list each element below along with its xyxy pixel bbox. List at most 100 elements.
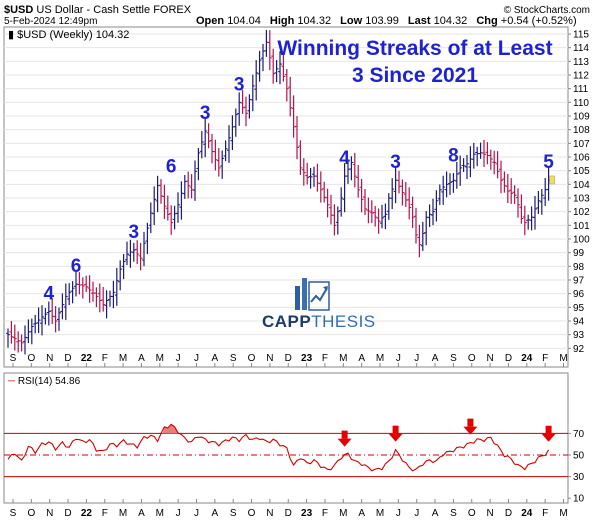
down-arrow-icon	[541, 425, 556, 442]
rsi-x-tick-label: N	[486, 508, 493, 519]
price-bar	[414, 207, 418, 244]
rsi-x-tick-label: N	[266, 508, 273, 519]
price-x-tick-label: F	[542, 353, 548, 364]
price-y-axis: 92 93 94 95 96 97 98 99 100 101 102 103 104 105 106 107…	[568, 30, 590, 355]
price-y-tick-label: 108	[573, 125, 590, 136]
rsi-x-tick-label: F	[322, 508, 328, 519]
rsi-x-tick-label: M	[339, 508, 347, 519]
down-arrow-icon	[388, 425, 403, 442]
price-bar	[315, 163, 320, 192]
price-x-tick-label: N	[266, 353, 273, 364]
price-y-tick-label: 99	[573, 248, 585, 259]
price-bar	[63, 283, 68, 320]
rsi-grid	[4, 432, 568, 478]
date-label: 5-Feb-2024 12:49pm	[4, 16, 97, 27]
rsi-x-tick-label: A	[432, 508, 439, 519]
price-bar	[451, 173, 456, 193]
price-bar	[407, 187, 412, 220]
arrow-shaft	[545, 425, 552, 434]
price-bar	[29, 318, 34, 345]
price-bar	[206, 123, 211, 149]
price-bar	[142, 231, 146, 267]
price-bar	[36, 307, 41, 333]
price-bar	[111, 280, 116, 309]
streak-label: 3	[234, 74, 245, 95]
price-bar	[444, 171, 449, 198]
price-bar	[57, 307, 61, 331]
price-y-tick-label: 94	[573, 317, 585, 328]
price-bar	[87, 275, 92, 303]
price-bar	[363, 189, 367, 216]
rsi-x-tick-label: M	[156, 508, 164, 519]
price-bar	[458, 155, 463, 186]
chg-label: Chg	[476, 15, 497, 27]
price-x-tick-label: O	[248, 353, 256, 364]
price-bar	[250, 74, 255, 112]
rsi-x-tick-label: A	[138, 508, 145, 519]
price-y-tick-label: 104	[573, 180, 590, 191]
rsi-x-tick-label: A	[212, 508, 219, 519]
price-x-tick-label: A	[358, 353, 365, 364]
price-bar	[499, 160, 503, 194]
price-bar	[135, 240, 140, 265]
streak-label: 3	[129, 222, 140, 243]
price-bar	[284, 69, 289, 102]
price-y-tick-label: 112	[573, 71, 589, 82]
rsi-y-tick-label: 50	[573, 451, 585, 462]
price-y-tick-label: 102	[573, 207, 590, 218]
price-y-tick-label: 105	[573, 166, 590, 177]
logo-text-thesis: THESIS	[311, 312, 375, 331]
price-bar	[291, 95, 296, 138]
arrow-head	[463, 426, 478, 435]
price-bar	[505, 173, 510, 203]
price-bar	[495, 151, 500, 179]
rsi-overbought-area	[162, 424, 180, 434]
price-bar	[376, 208, 381, 234]
price-bar	[359, 178, 364, 213]
rsi-x-tick-label: O	[248, 508, 256, 519]
price-bar	[352, 152, 357, 188]
rsi-value: 54.86	[55, 376, 80, 387]
rsi-x-tick-label: D	[64, 508, 71, 519]
price-bar	[488, 149, 493, 170]
chart-title: Winning Streaks of at Least 3 Since 2021	[277, 37, 552, 87]
price-x-tick-label: J	[414, 353, 419, 364]
price-bar	[216, 148, 221, 177]
price-y-tick-label: 95	[573, 303, 585, 314]
price-bar	[288, 76, 293, 117]
price-x-tick-label: M	[339, 353, 347, 364]
rsi-x-tick-label: 23	[301, 508, 313, 519]
price-bar	[454, 161, 459, 189]
price-bar	[148, 202, 153, 234]
price-bar	[298, 140, 303, 175]
streak-label: 6	[71, 256, 82, 277]
price-bar	[441, 175, 446, 205]
arrow-shaft	[341, 430, 348, 439]
streak-label: 8	[448, 145, 459, 166]
rsi-x-tick-label: F	[102, 508, 108, 519]
price-bar	[196, 148, 201, 181]
price-bar	[390, 178, 395, 210]
price-bar	[519, 194, 524, 224]
rsi-x-tick-label: F	[542, 508, 548, 519]
logo-text-capp: CAPP	[262, 312, 311, 331]
price-bar	[281, 54, 286, 82]
price-bar	[512, 185, 517, 204]
header: $USD US Dollar - Cash Settle FOREX 5-Feb…	[4, 4, 590, 27]
rsi-arrows	[337, 418, 556, 447]
rsi-y-tick-label: 30	[573, 472, 585, 483]
rsi-x-axis: S O N D 22 F M A M J J A S O N D 23 F M A M J J A S O N D 24 F M	[10, 499, 568, 519]
price-y-tick-label: 92	[573, 344, 585, 355]
price-bar	[431, 198, 435, 226]
rsi-x-tick-label: J	[414, 508, 419, 519]
price-bar	[237, 92, 242, 126]
logo-bars-icon	[295, 278, 330, 311]
price-x-tick-label: A	[432, 353, 439, 364]
price-bar	[43, 308, 48, 325]
price-bar	[539, 188, 544, 215]
rsi-name: RSI(14)	[18, 376, 52, 387]
price-bar	[471, 142, 476, 169]
price-x-tick-label: F	[322, 353, 328, 364]
rsi-legend: ─ RSI(14) 54.86	[7, 376, 81, 387]
rsi-x-tick-label: M	[119, 508, 127, 519]
